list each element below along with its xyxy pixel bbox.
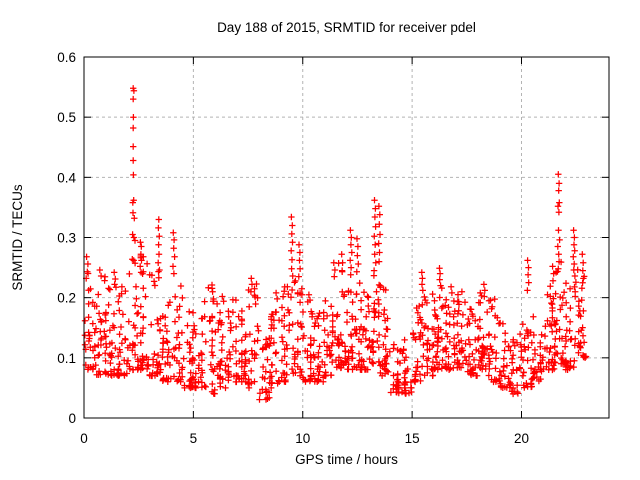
- y-tick-label: 0: [68, 411, 76, 426]
- y-tick-label: 0.1: [57, 351, 76, 366]
- chart-title: Day 188 of 2015, SRMTID for receiver pde…: [217, 20, 476, 35]
- x-axis-label: GPS time / hours: [295, 452, 398, 467]
- x-tick-label: 0: [80, 431, 88, 446]
- x-tick-label: 5: [190, 431, 198, 446]
- x-tick-label: 10: [295, 431, 310, 446]
- y-tick-label: 0.6: [57, 50, 76, 65]
- y-tick-label: 0.3: [57, 231, 76, 246]
- y-tick-label: 0.5: [57, 110, 76, 125]
- y-tick-label: 0.4: [57, 170, 76, 185]
- x-tick-label: 15: [405, 431, 420, 446]
- data-points: [81, 85, 590, 403]
- y-tick-label: 0.2: [57, 291, 76, 306]
- x-tick-label: 20: [514, 431, 529, 446]
